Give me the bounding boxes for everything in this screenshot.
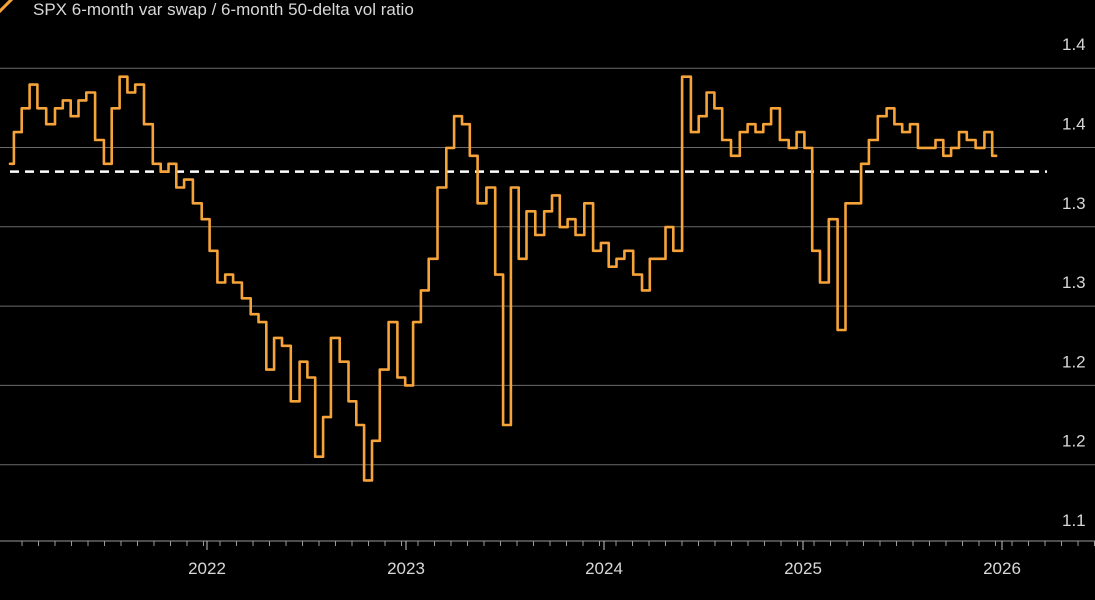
legend-label: SPX 6-month var swap / 6-month 50-delta … [33, 0, 414, 19]
y-tick-label: 1.3 [1062, 194, 1086, 213]
y-tick-label: 1.4 [1062, 35, 1086, 54]
x-tick-label: 2025 [784, 559, 822, 578]
legend: SPX 6-month var swap / 6-month 50-delta … [0, 0, 414, 19]
grid [0, 67, 1095, 466]
y-axis-ticks: 1.1 1.2 1.2 1.3 1.3 1.4 1.4 [1062, 35, 1086, 530]
y-tick-label: 1.2 [1062, 432, 1086, 451]
y-tick-label: 1.4 [1062, 115, 1086, 134]
x-tick-label: 2026 [983, 559, 1021, 578]
y-tick-label: 1.3 [1062, 273, 1086, 292]
y-tick-label: 1.2 [1062, 352, 1086, 371]
series-group [8, 75, 998, 482]
x-axis: 2022 2023 2024 2025 2026 [0, 540, 1095, 578]
x-tick-label: 2022 [188, 559, 226, 578]
legend-swatch [0, 0, 14, 14]
x-tick-label: 2023 [387, 559, 425, 578]
x-tick-label: 2024 [585, 559, 623, 578]
series-line [8, 75, 998, 482]
y-tick-label: 1.1 [1062, 511, 1086, 530]
